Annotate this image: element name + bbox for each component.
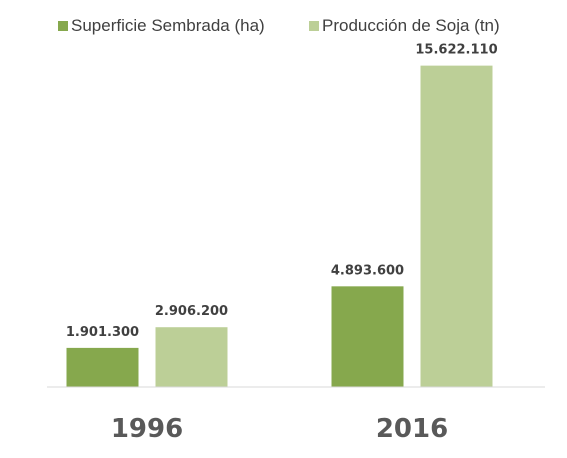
category-label-1996: 1996: [111, 414, 183, 444]
data-label-1996-series-2: 2.906.200: [155, 304, 228, 319]
legend-label-2: Producción de Soja (tn): [322, 16, 500, 35]
legend-swatch-1: [58, 21, 68, 31]
data-label-group: 1.901.300 2.906.200 4.893.600 15.622.110: [66, 43, 498, 340]
bar-2016-series-2: [420, 65, 493, 387]
legend-label-1: Superficie Sembrada (ha): [71, 16, 265, 35]
legend-swatch-2: [309, 21, 319, 31]
bar-group: [66, 65, 493, 387]
legend: Superficie Sembrada (ha) Producción de So…: [58, 16, 500, 35]
bar-1996-series-1: [66, 347, 139, 387]
bar-1996-series-2: [155, 327, 228, 387]
bar-2016-series-1: [331, 286, 404, 387]
data-label-2016-series-1: 4.893.600: [331, 263, 404, 278]
category-label-group: 1996 2016: [111, 414, 448, 444]
data-label-2016-series-2: 15.622.110: [415, 43, 497, 58]
data-label-1996-series-1: 1.901.300: [66, 325, 139, 340]
category-label-2016: 2016: [376, 414, 448, 444]
